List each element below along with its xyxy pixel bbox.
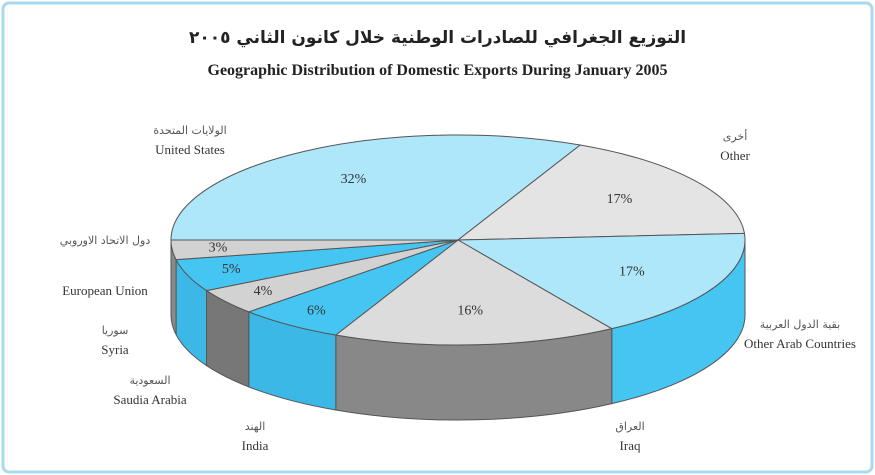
category-label-arabic: الهند xyxy=(244,420,266,433)
value-label: 3% xyxy=(209,241,228,256)
value-label: 16% xyxy=(457,303,483,318)
value-label: 17% xyxy=(607,192,633,207)
value-label: 17% xyxy=(619,265,645,280)
category-label: India xyxy=(241,438,269,453)
category-label: Saudia Arabia xyxy=(113,392,187,407)
category-label-arabic: أخرى xyxy=(722,130,748,143)
slice xyxy=(456,144,746,241)
category-label: Syria xyxy=(101,342,129,357)
slice xyxy=(334,239,614,346)
slice xyxy=(170,239,459,261)
slice xyxy=(170,134,582,241)
category-label-arabic: الولايات المتحدة xyxy=(153,124,227,137)
category-label: Other Arab Countries xyxy=(744,336,856,351)
category-label-arabic: العراق xyxy=(615,420,645,433)
chart-title: Geographic Distribution of Domestic Expo… xyxy=(207,62,668,79)
category-label-arabic: بقية الدول العربية xyxy=(759,318,841,331)
category-label-arabic: السعودية xyxy=(129,374,171,387)
chart-title-arabic: التوزيع الجغرافي للصادرات الوطنية خلال ك… xyxy=(188,28,687,48)
value-label: 32% xyxy=(341,172,367,187)
category-label: European Union xyxy=(62,283,148,298)
category-label: Other xyxy=(720,148,750,163)
slice xyxy=(456,232,746,330)
value-label: 5% xyxy=(222,262,241,277)
category-label-arabic: دول الاتحاد الاوروبي xyxy=(59,234,151,247)
category-label: Iraq xyxy=(619,438,641,453)
value-label: 4% xyxy=(254,284,273,299)
category-label-arabic: سوريا xyxy=(101,324,129,337)
value-label: 6% xyxy=(307,304,326,319)
category-label: United States xyxy=(155,142,225,157)
